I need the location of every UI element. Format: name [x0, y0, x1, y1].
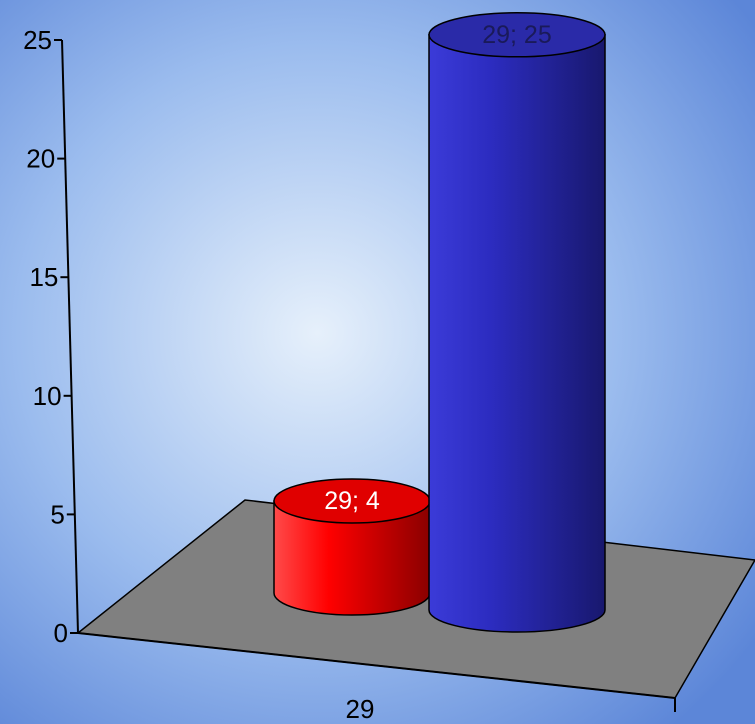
y-axis-ticks: 0 5 10 15 20 25	[23, 25, 78, 648]
y-tick-label: 20	[26, 144, 55, 174]
cylinder-series: 29; 4 29; 25	[273, 12, 606, 633]
y-axis-line	[61, 39, 79, 634]
cylinder-bar-1: 29; 4	[273, 478, 431, 616]
data-label: 29; 25	[482, 21, 552, 49]
y-tick-label: 10	[33, 381, 62, 411]
y-tick-label: 25	[23, 25, 52, 55]
cylinder-body	[273, 500, 431, 616]
floor-front-edge	[77, 632, 676, 699]
cylinder-top	[428, 12, 606, 58]
y-tick-label: 5	[50, 499, 64, 529]
x-tick-label: 29	[346, 694, 375, 724]
data-label: 29; 4	[324, 487, 380, 515]
cylinder-bar-2: 29; 25	[428, 12, 606, 633]
cylinder-body	[428, 34, 606, 633]
y-tick-label: 0	[54, 618, 68, 648]
y-tick-label: 15	[29, 262, 58, 292]
